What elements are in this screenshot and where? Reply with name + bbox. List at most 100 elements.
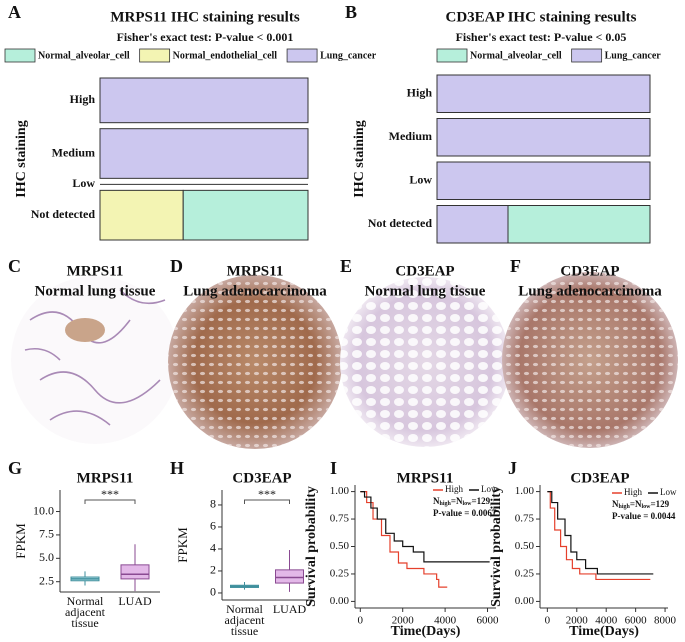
y-tick-label: 0.75 (330, 513, 350, 525)
tissue-texture (502, 272, 678, 448)
panel-label: H (170, 458, 184, 478)
image-subtitle: Normal lung tissue (35, 283, 156, 299)
mosaic-cell (436, 118, 651, 157)
legend-label: Normal_alveolar_cell (38, 50, 130, 61)
y-tick-label: 7.5 (39, 527, 54, 541)
image-title: MRPS11 (67, 263, 124, 279)
x-axis-label: Time(Days) (391, 624, 461, 639)
legend-swatch (571, 48, 603, 63)
y-tick-label: 8 (210, 497, 216, 511)
y-axis-label: FPKM (13, 523, 28, 559)
chart-title: MRPS11 (397, 470, 454, 486)
x-tick-label: Normal adjacent tissue (65, 594, 106, 630)
y-tick-label: 0.50 (515, 540, 535, 552)
p-value: P-value = 0.0067 (433, 508, 497, 518)
legend-label: High (445, 484, 464, 494)
mosaic-cell (436, 74, 651, 113)
mosaic-cell (99, 128, 309, 179)
n-label-part: =N (630, 499, 642, 509)
panel-label: F (510, 256, 521, 276)
panel-label: C (8, 256, 21, 276)
y-tick-label: 1.00 (515, 485, 535, 497)
x-tick-label: 4000 (595, 615, 618, 627)
legend-label: Low (481, 484, 498, 494)
y-tick-label: 10.0 (33, 503, 54, 517)
n-label-part: =129 (650, 499, 669, 509)
n-label-part: N (433, 496, 440, 506)
row-label: Not detected (368, 216, 433, 230)
n-label-part: low (641, 504, 651, 510)
image-subtitle: Lung adenocarcinoma (518, 283, 662, 299)
mosaic-cell (507, 205, 651, 244)
tissue-texture (168, 275, 342, 449)
y-tick-label: 0.25 (330, 567, 350, 579)
x-tick-label: 2000 (392, 615, 415, 627)
legend-swatch (139, 48, 171, 63)
n-label: Nhigh=Nlow=129 (612, 499, 670, 510)
chart-title: CD3EAP IHC staining results (445, 9, 636, 25)
chart-subtitle: Fisher's exact test: P-value < 0.001 (117, 30, 294, 44)
chart-title: MRPS11 (77, 470, 134, 486)
x-tick-label: 6000 (625, 615, 648, 627)
panel-label: B (345, 2, 357, 22)
significance-label: *** (258, 487, 276, 501)
mosaic-cell (436, 205, 509, 244)
row-label: Low (72, 176, 95, 190)
chart-title: CD3EAP (232, 470, 291, 486)
n-label-part: low (462, 501, 472, 507)
y-tick-label: 2 (210, 563, 216, 577)
x-tick-label: 6000 (477, 615, 500, 627)
significance-label: *** (101, 487, 119, 501)
survival-curve (360, 490, 490, 563)
x-axis-label: Time(Days) (569, 624, 639, 639)
image-title: CD3EAP (560, 263, 619, 279)
chart-subtitle: Fisher's exact test: P-value < 0.05 (456, 30, 627, 44)
row-label: High (407, 86, 433, 100)
image-title: MRPS11 (227, 263, 284, 279)
legend-label: Lung_cancer (605, 50, 662, 61)
image-subtitle: Normal lung tissue (365, 283, 486, 299)
mosaic-cell (99, 77, 309, 124)
box (275, 569, 304, 584)
y-tick-label: 4 (210, 541, 216, 555)
panel-label: D (170, 256, 183, 276)
y-tick-label: 0 (210, 585, 216, 599)
row-label: Medium (52, 145, 95, 159)
row-label: High (70, 92, 96, 106)
n-label-part: high (619, 504, 631, 510)
x-tick-label: 0 (545, 615, 551, 627)
y-tick-label: 2.5 (39, 573, 54, 587)
tissue-texture (340, 277, 510, 447)
n-label-part: N (612, 499, 619, 509)
y-tick-label: 5.0 (39, 550, 54, 564)
panel-label: I (330, 458, 337, 478)
x-tick-label: Normal adjacent tissue (225, 602, 266, 638)
y-axis-label: IHC staining (352, 120, 367, 197)
legend-swatch (286, 48, 318, 63)
mosaic-cell (436, 161, 651, 200)
mosaic-cell (182, 189, 309, 241)
mosaic-cell (99, 189, 184, 241)
y-tick-label: 6 (210, 519, 216, 533)
box (120, 564, 150, 580)
legend-label: Low (660, 487, 677, 497)
y-axis-label: Survival probability (489, 486, 504, 607)
significance-bracket (84, 499, 136, 504)
y-tick-label: 0.75 (515, 513, 535, 525)
x-tick-label: 2000 (566, 615, 589, 627)
n-label-part: high (440, 501, 452, 507)
image-title: CD3EAP (395, 263, 454, 279)
p-value: P-value = 0.0044 (612, 511, 676, 521)
x-tick-label: 8000 (654, 615, 677, 627)
survival-curve (547, 490, 654, 575)
row-label: Not detected (31, 207, 96, 221)
y-tick-label: 0.00 (330, 595, 350, 607)
x-tick-label: 4000 (434, 615, 457, 627)
n-label-part: =N (451, 496, 463, 506)
y-axis-label: Survival probability (304, 486, 319, 607)
y-tick-label: 1.00 (330, 485, 350, 497)
significance-bracket (244, 499, 290, 504)
row-label: Low (409, 173, 432, 187)
y-axis-label: FPKM (175, 527, 190, 563)
